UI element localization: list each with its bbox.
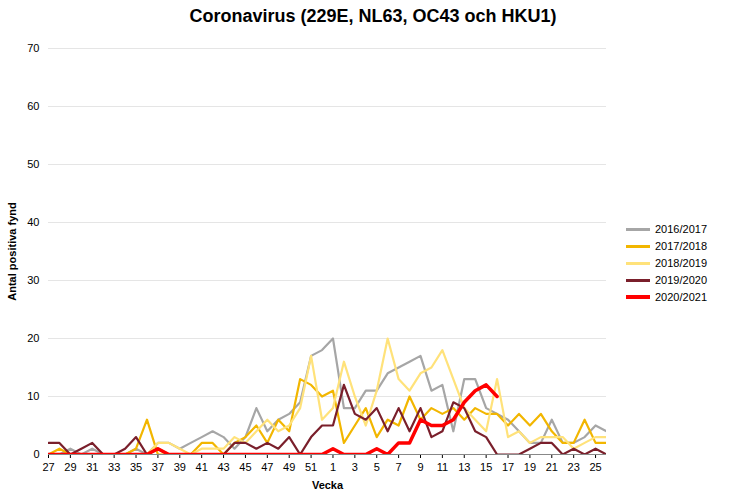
svg-text:20: 20 xyxy=(27,332,39,344)
svg-text:33: 33 xyxy=(108,461,120,473)
svg-text:50: 50 xyxy=(27,158,39,170)
svg-text:31: 31 xyxy=(86,461,98,473)
svg-text:Vecka: Vecka xyxy=(312,479,344,491)
svg-text:60: 60 xyxy=(27,100,39,112)
html-text:2016/2017: 2016/2017 xyxy=(655,223,707,235)
svg-text:3: 3 xyxy=(352,461,358,473)
svg-text:47: 47 xyxy=(261,461,273,473)
html-text:2017/2018: 2017/2018 xyxy=(655,240,707,252)
svg-text:17: 17 xyxy=(502,461,514,473)
svg-text:15: 15 xyxy=(480,461,492,473)
svg-text:9: 9 xyxy=(417,461,423,473)
svg-text:45: 45 xyxy=(239,461,251,473)
svg-text:7: 7 xyxy=(396,461,402,473)
svg-text:40: 40 xyxy=(27,216,39,228)
svg-text:5: 5 xyxy=(374,461,380,473)
svg-text:27: 27 xyxy=(42,461,54,473)
html-text:2018/2019: 2018/2019 xyxy=(655,257,707,269)
svg-text:0: 0 xyxy=(33,448,39,460)
svg-text:43: 43 xyxy=(217,461,229,473)
svg-text:39: 39 xyxy=(174,461,186,473)
svg-text:21: 21 xyxy=(546,461,558,473)
html-text:2020/2021: 2020/2021 xyxy=(655,291,707,303)
svg-text:51: 51 xyxy=(305,461,317,473)
svg-text:Antal positiva fynd: Antal positiva fynd xyxy=(6,202,18,300)
html-text:2019/2020: 2019/2020 xyxy=(655,274,707,286)
svg-text:1: 1 xyxy=(330,461,336,473)
svg-text:29: 29 xyxy=(64,461,76,473)
svg-text:10: 10 xyxy=(27,390,39,402)
svg-text:49: 49 xyxy=(283,461,295,473)
svg-text:11: 11 xyxy=(437,461,448,473)
svg-text:13: 13 xyxy=(458,461,470,473)
svg-text:23: 23 xyxy=(568,461,580,473)
svg-text:19: 19 xyxy=(524,461,536,473)
html-text:Coronavirus (229E, NL63, OC43: Coronavirus (229E, NL63, OC43 och HKU1) xyxy=(189,6,557,26)
svg-text:37: 37 xyxy=(152,461,164,473)
svg-text:30: 30 xyxy=(27,274,39,286)
svg-text:25: 25 xyxy=(589,461,601,473)
svg-text:70: 70 xyxy=(27,42,39,54)
svg-text:41: 41 xyxy=(196,461,208,473)
svg-text:35: 35 xyxy=(130,461,142,473)
